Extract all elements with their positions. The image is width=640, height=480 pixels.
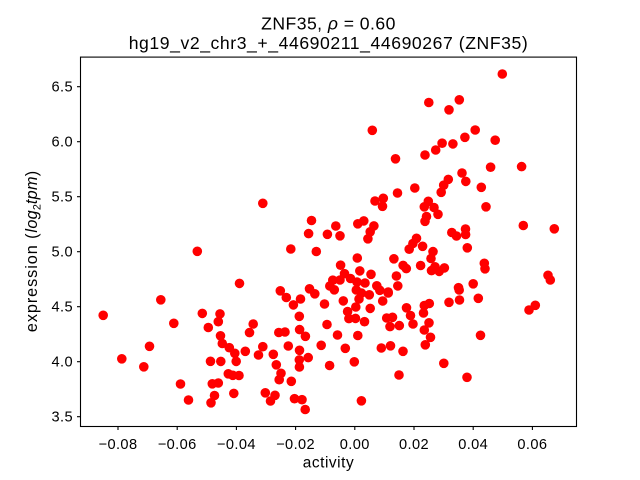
svg-text:4.0: 4.0 (52, 355, 74, 371)
svg-text:0.04: 0.04 (458, 437, 488, 453)
svg-text:hg19_v2_chr3_+_44690211_446902: hg19_v2_chr3_+_44690211_44690267 (ZNF35) (129, 33, 529, 54)
svg-text:expression (log2tpm): expression (log2tpm) (23, 171, 43, 332)
svg-text:−0.04: −0.04 (217, 437, 256, 453)
svg-text:−0.06: −0.06 (158, 437, 197, 453)
svg-text:activity: activity (303, 454, 354, 471)
svg-text:0.00: 0.00 (340, 437, 370, 453)
svg-text:6.5: 6.5 (52, 80, 74, 96)
svg-text:6.0: 6.0 (52, 135, 74, 151)
svg-text:0.02: 0.02 (399, 437, 429, 453)
svg-text:−0.08: −0.08 (99, 437, 138, 453)
svg-text:−0.02: −0.02 (276, 437, 315, 453)
svg-text:5.5: 5.5 (52, 190, 74, 206)
svg-text:4.5: 4.5 (52, 300, 74, 316)
svg-text:0.06: 0.06 (517, 437, 547, 453)
svg-text:ZNF35, ρ = 0.60: ZNF35, ρ = 0.60 (261, 14, 396, 34)
svg-text:3.5: 3.5 (52, 410, 74, 426)
svg-text:5.0: 5.0 (52, 245, 74, 261)
